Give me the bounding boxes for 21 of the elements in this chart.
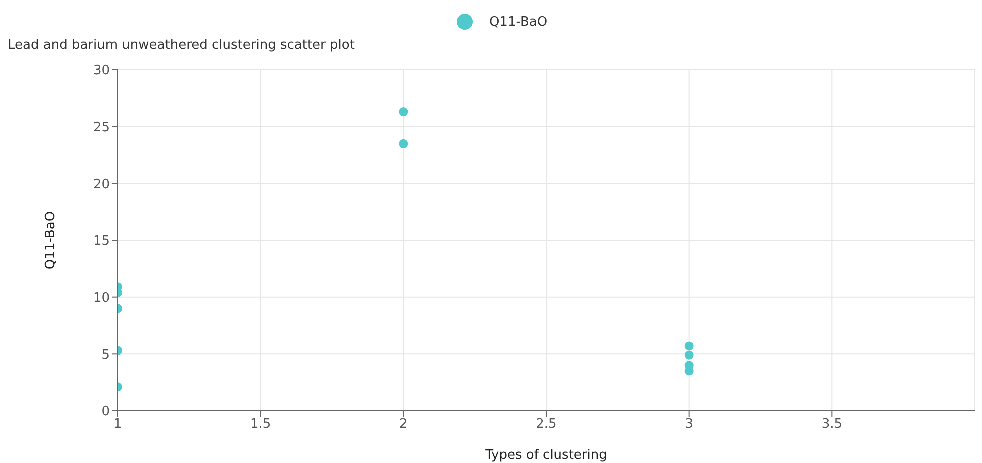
point xyxy=(399,139,408,148)
x-tick-label: 3 xyxy=(685,417,694,432)
y-tick-label: 25 xyxy=(93,120,110,136)
legend-label: Q11-BaO xyxy=(489,14,548,30)
x-tick-label: 2 xyxy=(400,417,408,432)
y-tick-label: 10 xyxy=(93,290,110,306)
x-tick-label: 3.5 xyxy=(822,417,843,432)
y-tick-label: 30 xyxy=(93,64,110,79)
point xyxy=(399,108,408,117)
point xyxy=(684,350,694,360)
x-tick-label: 1 xyxy=(114,417,122,432)
y-axis-title: Q11-BaO xyxy=(44,211,59,270)
x-tick-label: 1.5 xyxy=(250,417,272,432)
y-tick-label: 0 xyxy=(102,404,110,420)
y-tick-label: 5 xyxy=(102,348,110,363)
y-tick-label: 15 xyxy=(93,234,110,250)
x-tick-label: 2.5 xyxy=(536,417,557,432)
x-axis-title: Types of clustering xyxy=(484,448,608,463)
chart-title: Lead and barium unweathered clustering scatter plot xyxy=(8,38,355,53)
point xyxy=(684,342,694,351)
y-tick-label: 20 xyxy=(93,177,110,192)
